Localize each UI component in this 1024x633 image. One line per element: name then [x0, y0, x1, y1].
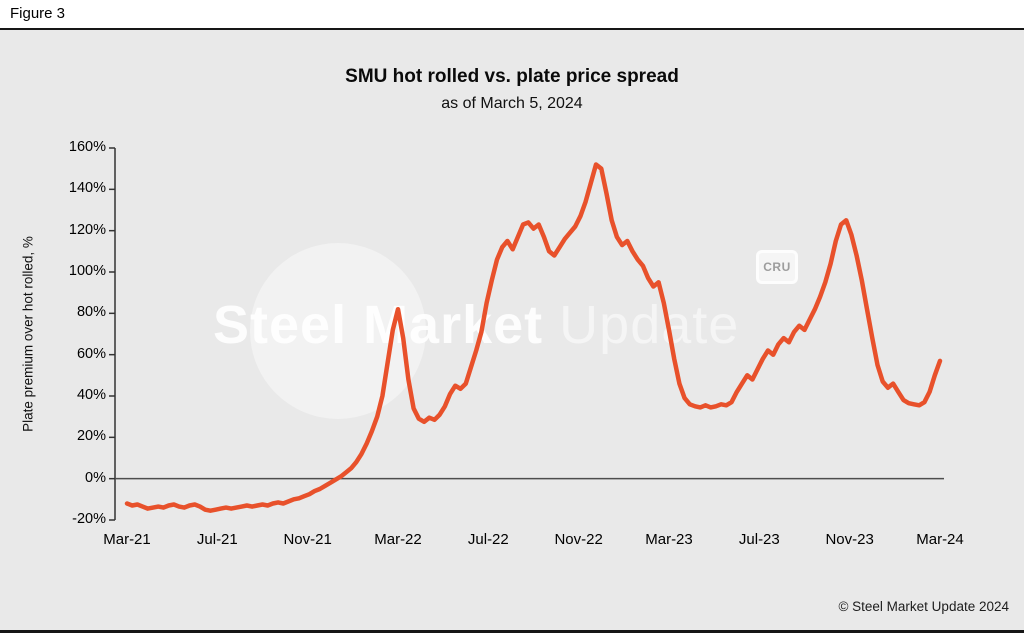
y-tick-label: 100%: [68, 263, 106, 279]
x-tick-label: Mar-21: [103, 531, 151, 548]
figure-bottom-rule: [0, 630, 1024, 633]
y-tick-label: 20%: [76, 428, 106, 445]
chart-title: SMU hot rolled vs. plate price spread: [345, 66, 679, 87]
x-tick-label: Jul-23: [738, 531, 780, 548]
x-tick-label: Nov-23: [825, 531, 874, 548]
figure-number-label: Figure 3: [10, 5, 66, 22]
y-tick-label: 60%: [76, 345, 106, 362]
watermark-text-light: Update: [559, 295, 740, 355]
y-tick-label: 120%: [68, 221, 106, 238]
x-tick-label: Mar-24: [916, 531, 964, 548]
x-tick-label: Jul-21: [196, 531, 238, 548]
figure-header-bar: Figure 3: [0, 0, 1024, 30]
watermark-circle-logo: [250, 243, 426, 419]
y-tick-label: 160%: [68, 139, 106, 155]
x-tick-label: Nov-21: [283, 531, 332, 548]
y-tick-label: 80%: [76, 304, 106, 321]
x-tick-label: Mar-23: [645, 531, 693, 548]
y-tick-label: 140%: [68, 180, 106, 197]
x-tick-label: Nov-22: [554, 531, 603, 548]
y-tick-label: 40%: [76, 387, 106, 403]
x-tick-label: Jul-22: [467, 531, 509, 548]
y-tick-label: 0%: [85, 469, 106, 486]
copyright-text: © Steel Market Update 2024: [838, 599, 1009, 614]
y-tick-label: -20%: [72, 511, 106, 527]
chart-subtitle: as of March 5, 2024: [441, 95, 583, 112]
cru-logo-badge: CRU: [756, 250, 798, 284]
x-tick-label: Mar-22: [374, 531, 422, 548]
price-spread-series-line: [124, 162, 943, 513]
